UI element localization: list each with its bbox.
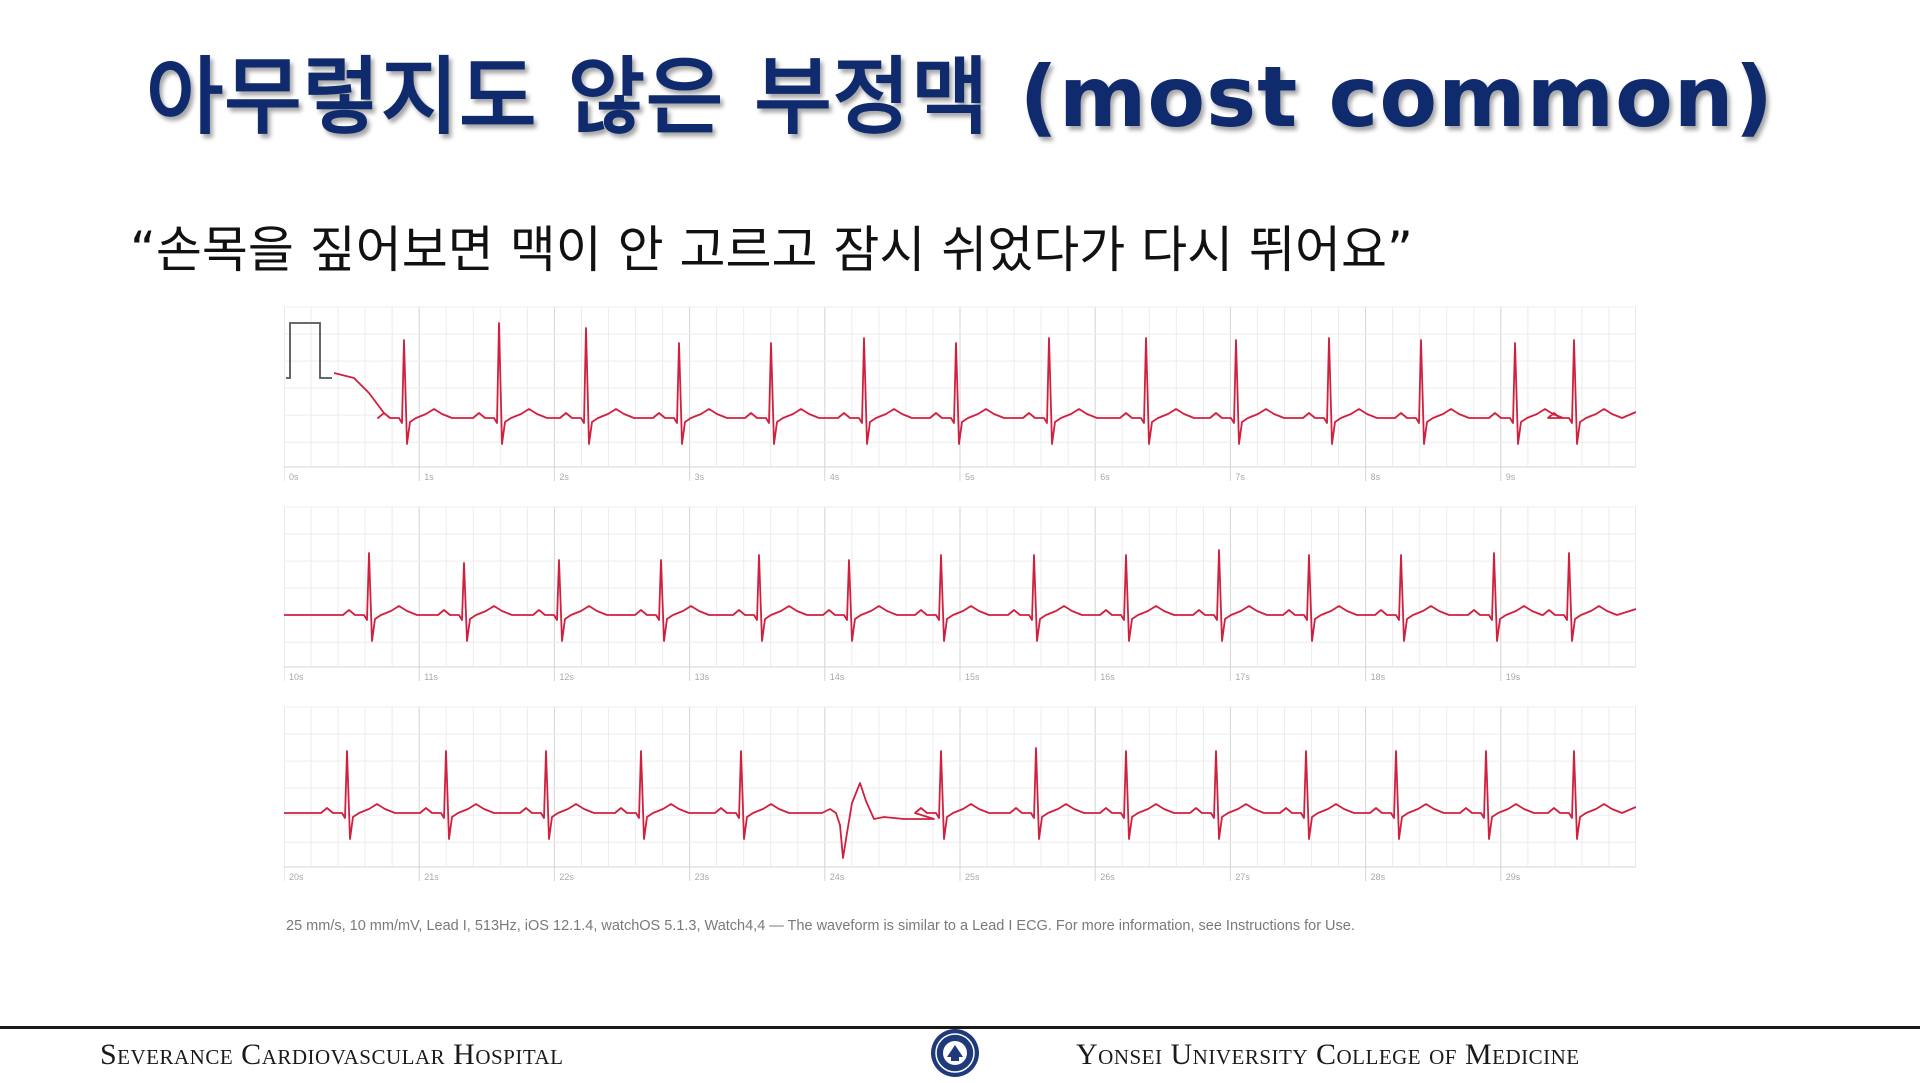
calibration-pulse <box>286 322 332 379</box>
footer-hospital-name: Severance Cardiovascular Hospital <box>100 1038 564 1071</box>
time-label: 0s <box>289 472 299 482</box>
slide-title: 아무렇지도 않은 부정맥 (most common) <box>145 48 1774 146</box>
time-label: 21s <box>424 872 439 882</box>
time-label: 11s <box>424 672 438 682</box>
time-label: 4s <box>830 472 840 482</box>
university-seal-icon <box>925 1027 985 1083</box>
footer-college-name: Yonsei University College of Medicine <box>1076 1038 1580 1071</box>
time-label: 23s <box>695 872 710 882</box>
time-label: 12s <box>559 672 574 682</box>
time-label: 13s <box>695 672 710 682</box>
time-label: 29s <box>1506 872 1521 882</box>
time-label: 8s <box>1371 472 1381 482</box>
time-label: 28s <box>1371 872 1386 882</box>
time-label: 6s <box>1100 472 1110 482</box>
time-label: 27s <box>1235 872 1250 882</box>
ecg-trace <box>284 549 1636 642</box>
time-label: 20s <box>289 872 304 882</box>
time-label: 24s <box>830 872 845 882</box>
time-label: 2s <box>559 472 569 482</box>
time-label: 5s <box>965 472 975 482</box>
ecg-strip-2: 10s 11s 12s 13s 14s 15s 16s 17s 18s 19s <box>284 505 1636 683</box>
time-label: 1s <box>424 472 434 482</box>
patient-quote: “손목을 짚어보면 맥이 안 고르고 잠시 쉬었다가 다시 뛰어요” <box>130 221 1413 279</box>
ecg-trace <box>333 322 1636 445</box>
ecg-trace <box>284 747 1636 859</box>
ecg-strip-1: 0s 1s 2s 3s 4s 5s 6s 7s 8s 9s <box>284 305 1636 483</box>
time-label: 25s <box>965 872 980 882</box>
time-label: 17s <box>1235 672 1250 682</box>
ecg-caption: 25 mm/s, 10 mm/mV, Lead I, 513Hz, iOS 12… <box>286 918 1355 934</box>
time-label: 22s <box>559 872 574 882</box>
time-label: 10s <box>289 672 304 682</box>
time-label: 14s <box>830 672 845 682</box>
time-label: 9s <box>1506 472 1516 482</box>
time-label: 16s <box>1100 672 1115 682</box>
time-label: 19s <box>1506 672 1521 682</box>
footer-divider <box>0 1026 1920 1029</box>
time-label: 18s <box>1371 672 1386 682</box>
time-label: 15s <box>965 672 980 682</box>
time-label: 7s <box>1235 472 1245 482</box>
time-label: 26s <box>1100 872 1115 882</box>
time-label: 3s <box>695 472 705 482</box>
ecg-strip-3: 20s 21s 22s 23s 24s 25s 26s 27s 28s 29s <box>284 705 1636 883</box>
